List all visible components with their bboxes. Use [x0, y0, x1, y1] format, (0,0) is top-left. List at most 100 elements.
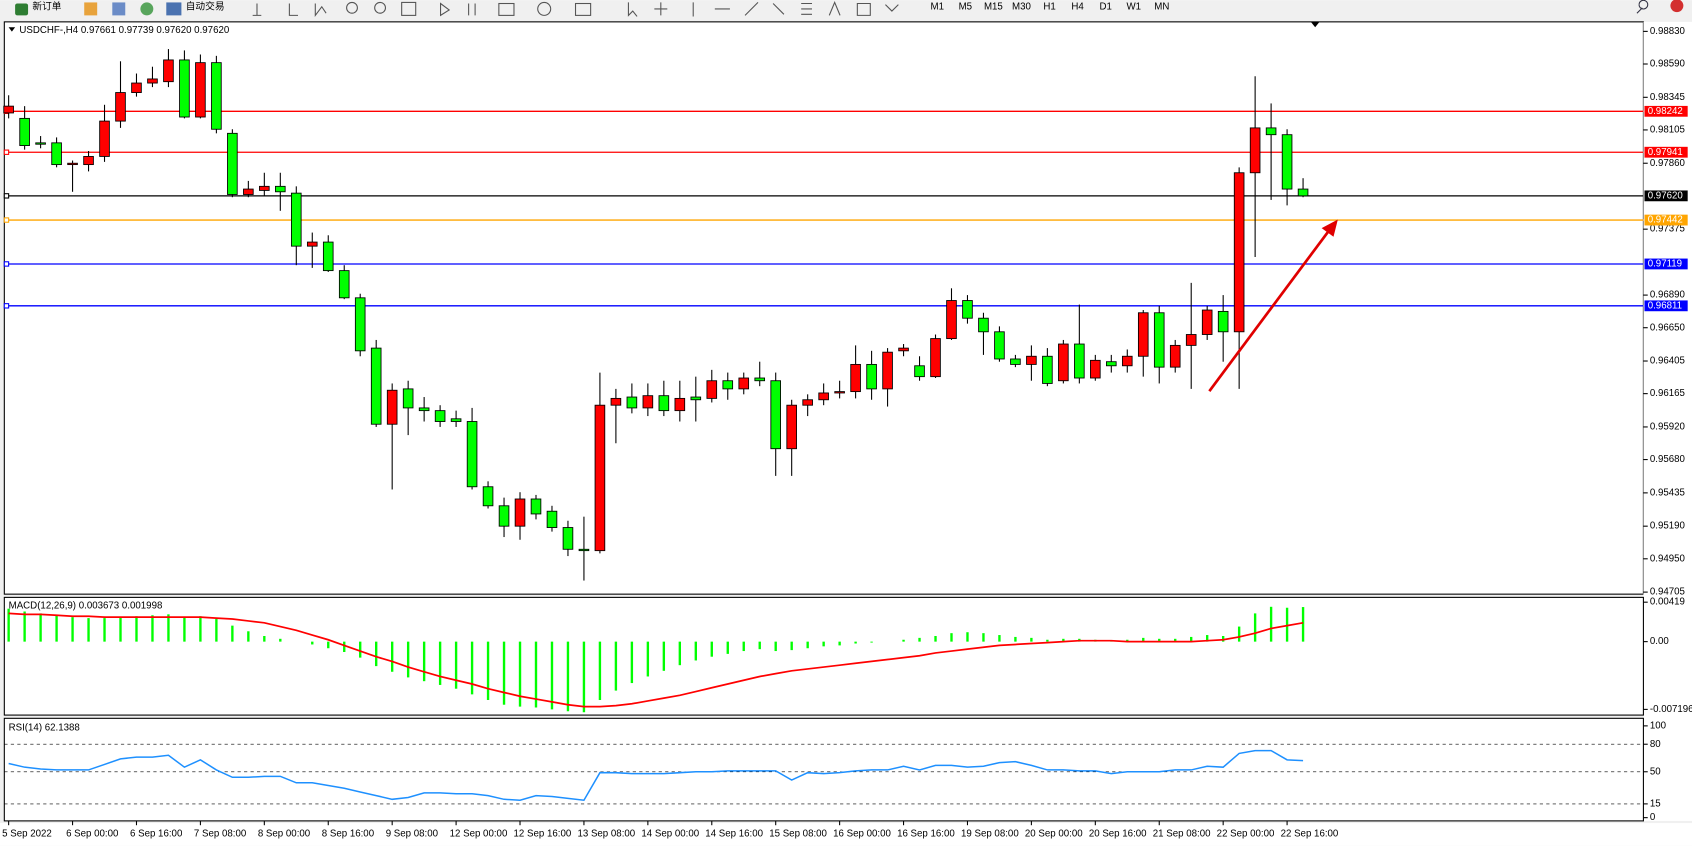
- drawing-tools[interactable]: [627, 1, 899, 17]
- timeframe-button[interactable]: M30: [1012, 1, 1031, 12]
- time-label: 20 Sep 16:00: [1089, 828, 1147, 839]
- arrow-head: [1321, 219, 1338, 237]
- periods[interactable]: [537, 1, 552, 16]
- toolbar-icon[interactable]: [112, 2, 126, 16]
- candle-body: [738, 377, 750, 390]
- candle-body: [1074, 343, 1085, 379]
- candle-body: [1026, 355, 1037, 365]
- new-order-icon[interactable]: [15, 3, 29, 16]
- candle-body: [882, 351, 893, 390]
- search-icon[interactable]: [1636, 0, 1649, 14]
- time-label: 12 Sep 16:00: [514, 828, 572, 839]
- time-label: 5 Sep 2022: [2, 828, 52, 839]
- level-price-label: 0.97119: [1648, 259, 1682, 270]
- candle-body: [370, 347, 382, 425]
- scroll-icons[interactable]: [440, 2, 476, 17]
- candle-body: [1153, 312, 1165, 368]
- y-tick-label: 0.97375: [1650, 224, 1685, 235]
- candle-body: [578, 548, 590, 552]
- candle-body: [658, 395, 670, 412]
- candle-body: [546, 510, 558, 528]
- trend-arrow: [1208, 219, 1338, 392]
- candle-body: [83, 156, 94, 166]
- toolbar-icon[interactable]: [84, 2, 98, 16]
- time-label: 22 Sep 16:00: [1281, 828, 1339, 839]
- timeframe-button[interactable]: H4: [1071, 1, 1084, 12]
- candle-body: [754, 377, 766, 382]
- candle-body: [322, 241, 334, 272]
- time-label: 21 Sep 08:00: [1153, 828, 1211, 839]
- level-price-label: 0.97442: [1648, 215, 1683, 226]
- templates[interactable]: [574, 2, 592, 16]
- candle-body: [898, 347, 909, 352]
- timeframe-button[interactable]: D1: [1099, 1, 1111, 12]
- candle-body: [498, 505, 510, 527]
- signal-line: [8, 612, 1304, 708]
- indicators[interactable]: [498, 2, 515, 16]
- candle-body: [1201, 309, 1213, 335]
- time-label: 6 Sep 00:00: [66, 828, 119, 839]
- chart-layer: 0.98830 0.98590 0.98345 0.98105 0.97860 0.973…: [2, 25, 1692, 839]
- level-price-box: [1644, 214, 1688, 226]
- timeframe-button[interactable]: M5: [959, 1, 972, 12]
- candle-body: [1169, 344, 1181, 368]
- timeframe-button[interactable]: H1: [1043, 1, 1055, 12]
- y-tick-label: 0.96650: [1650, 322, 1686, 333]
- timeframe-button[interactable]: W1: [1126, 1, 1141, 12]
- timeframe-button[interactable]: M1: [930, 1, 943, 12]
- y-tick-label: 0: [1650, 812, 1656, 823]
- level-anchor: [3, 193, 10, 199]
- candle-body: [402, 388, 414, 409]
- price-panel: [3, 21, 1644, 595]
- level-price-label: 0.97941: [1648, 147, 1683, 158]
- candle-body: [1297, 188, 1309, 197]
- time-label: 7 Sep 08:00: [194, 828, 247, 839]
- candle-body: [67, 162, 78, 166]
- time-label: 15 Sep 08:00: [769, 828, 827, 839]
- candle-body: [179, 59, 190, 118]
- level-price-box: [1644, 190, 1688, 202]
- y-tick-label: 50: [1650, 766, 1661, 777]
- notification-icon[interactable]: [1670, 0, 1684, 13]
- candle-body: [930, 338, 941, 378]
- tile-windows[interactable]: [401, 1, 417, 16]
- time-label: 14 Sep 00:00: [641, 828, 699, 839]
- candle-body: [610, 397, 622, 406]
- candle-body: [227, 132, 238, 195]
- symbol-menu-marker[interactable]: [8, 27, 16, 32]
- toolbar-background: [0, 0, 1692, 19]
- new-order-button[interactable]: 新订单: [32, 0, 61, 12]
- candle-body: [690, 396, 702, 401]
- level-price-label: 0.97620: [1648, 190, 1684, 201]
- auto-trading-button[interactable]: 自动交易: [186, 0, 225, 12]
- candle-body: [1042, 355, 1053, 384]
- timeframe-button[interactable]: M15: [984, 1, 1003, 12]
- candle-body: [163, 59, 174, 83]
- candle-body: [706, 380, 718, 399]
- timeframe-button[interactable]: MN: [1154, 1, 1169, 12]
- chart-type-icons[interactable]: [252, 3, 327, 18]
- time-label: 6 Sep 16:00: [130, 828, 183, 839]
- y-tick-label: 80: [1650, 739, 1661, 750]
- auto-trading-icon[interactable]: [166, 2, 182, 16]
- candle-body: [418, 407, 430, 412]
- candle-body: [802, 399, 813, 406]
- toolbar-icon[interactable]: [140, 2, 154, 16]
- candle-body: [1233, 172, 1245, 333]
- candle-body: [99, 120, 110, 157]
- zoom-in[interactable]: [346, 1, 358, 14]
- candle-body: [3, 105, 14, 114]
- zoom-out[interactable]: [374, 1, 387, 14]
- indicator-line: [8, 749, 1304, 802]
- candle-body: [1058, 343, 1069, 382]
- candle-body: [978, 317, 989, 333]
- candle-body: [1010, 358, 1021, 365]
- y-tick-label: 0.98830: [1650, 26, 1686, 37]
- candle-body: [1106, 361, 1117, 367]
- candle-body: [211, 62, 222, 130]
- candle-body: [594, 404, 606, 552]
- y-tick-label: 0.95190: [1650, 521, 1686, 532]
- y-tick-label: 0.98105: [1650, 124, 1685, 135]
